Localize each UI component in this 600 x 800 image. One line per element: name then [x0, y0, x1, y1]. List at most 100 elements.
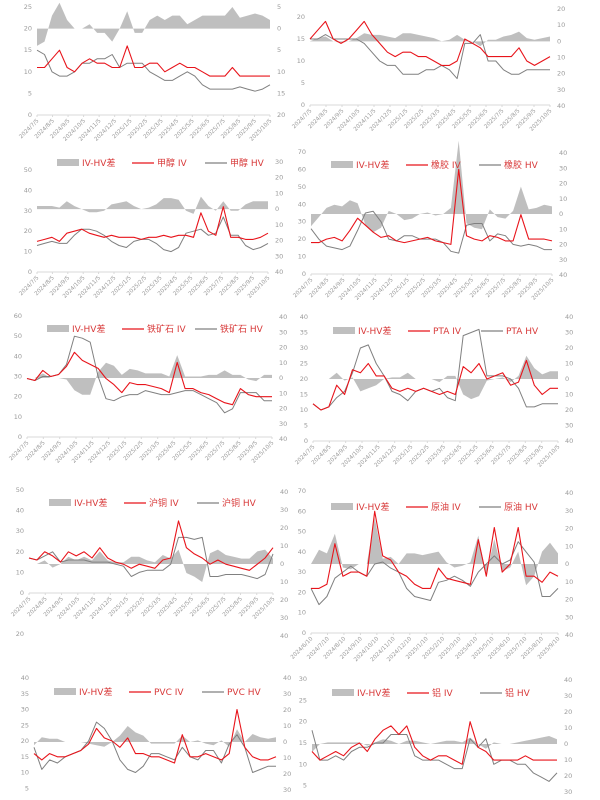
iv-line: [311, 721, 557, 765]
left-axis-tick-label: 50: [16, 486, 24, 494]
legend: IV-HV差 铁矿石 IV 铁矿石 HV: [47, 323, 264, 335]
legend-label-hv: 铝 HV: [505, 687, 531, 699]
left-axis-tick-label: 5: [28, 89, 32, 97]
legend-label-hv: 甲醇 HV: [230, 157, 265, 169]
chart-3: 2024/7/52024/8/52024/9/52024/10/52024/11…: [18, 157, 283, 300]
right-axis-tick-label: 10: [557, 54, 565, 62]
right-axis-tick-label: 20: [559, 241, 567, 249]
right-axis-tick-label: 10: [280, 542, 288, 550]
legend-swatch-diff: [331, 503, 353, 510]
legend-label-diff: IV-HV差: [356, 159, 389, 171]
right-axis-tick-label: 30: [564, 692, 572, 700]
right-axis-tick-label: 10: [283, 754, 291, 762]
legend-label-hv: PTA HV: [506, 327, 539, 337]
legend: IV-HV差 甲醇 IV 甲醇 HV: [57, 157, 265, 169]
chart-8: 2024/6/102024/7/102024/8/102024/9/102024…: [290, 487, 573, 663]
right-axis-tick-label: 40: [557, 102, 565, 110]
right-axis-tick-label: 0: [559, 210, 563, 218]
iv-hv-diff-area: [312, 736, 557, 752]
iv-hv-diff-area: [37, 196, 268, 214]
left-axis-tick-label: 20: [299, 718, 307, 726]
right-axis-tick-label: 30: [280, 506, 288, 514]
legend-label-diff: IV-HV差: [356, 501, 389, 513]
left-axis-tick-label: 30: [300, 344, 308, 352]
left-axis-tick-label: 70: [298, 487, 306, 495]
right-axis-tick-label: 40: [559, 149, 567, 157]
right-axis-tick-label: 20: [275, 174, 283, 182]
left-axis-tick-label: 0: [18, 433, 22, 441]
left-axis-tick-label: 20: [298, 588, 306, 596]
right-axis-tick-label: 10: [565, 360, 573, 368]
right-axis-tick-label: 40: [279, 435, 287, 443]
legend: IV-HV差 原油 IV 原油 HV: [331, 501, 539, 513]
left-axis-tick-label: 30: [24, 207, 32, 215]
right-axis-tick-label: 20: [557, 70, 565, 78]
left-axis-tick-label: 0: [28, 111, 32, 119]
left-axis-tick-label: 40: [16, 507, 24, 515]
left-axis-tick-label: 0: [302, 629, 306, 637]
right-axis-tick-label: 0: [565, 560, 569, 568]
right-axis-tick-label: 20: [279, 405, 287, 413]
right-axis-tick-label: 20: [564, 772, 572, 780]
left-axis-tick-label: 50: [298, 528, 306, 536]
left-axis-tick-label: 60: [298, 165, 306, 173]
right-axis-tick-label: 20: [565, 525, 573, 533]
iv-line: [36, 206, 269, 242]
legend: IV-HV差 PTA IV PTA HV: [333, 325, 539, 337]
iv-hv-diff-area: [37, 2, 270, 46]
left-axis-tick-label: 20: [298, 235, 306, 243]
left-axis-tick-label: 70: [298, 148, 306, 156]
left-axis-tick-label: 10: [16, 568, 24, 576]
right-axis-tick-label: 20: [280, 596, 288, 604]
left-axis-tick-label: 15: [297, 35, 305, 43]
chart-7: 2024/7/52024/8/52024/9/52024/10/52024/11…: [10, 486, 288, 640]
left-axis-tick-label: 20: [300, 375, 308, 383]
legend-label-hv: PVC HV: [227, 688, 261, 698]
legend-swatch-diff: [332, 689, 354, 696]
right-axis-tick-label: 0: [557, 37, 561, 45]
left-axis-tick-label: 30: [21, 706, 29, 714]
right-axis-tick-label: 10: [557, 21, 565, 29]
right-axis-tick-label: 20: [559, 180, 567, 188]
iv-line: [311, 510, 559, 589]
right-axis-tick-label: 20: [283, 770, 291, 778]
right-axis-tick-label: 20: [280, 524, 288, 532]
right-axis-tick-label: 20: [283, 706, 291, 714]
hv-line: [311, 730, 558, 782]
right-axis-tick-label: 20: [565, 344, 573, 352]
right-axis-tick-label: 30: [565, 507, 573, 515]
left-axis-tick-label: 25: [24, 3, 32, 11]
right-axis-tick-label: 20: [275, 237, 283, 245]
left-axis-tick-label: 0: [301, 101, 305, 109]
right-axis-tick-label: 30: [275, 158, 283, 166]
iv-hv-diff-area: [311, 140, 552, 233]
iv-hv-diff-area: [34, 726, 276, 747]
hv-line: [310, 541, 559, 606]
left-axis-tick-label: 0: [304, 437, 308, 445]
left-axis-tick-label: 10: [14, 413, 22, 421]
iv-line: [311, 168, 553, 245]
legend-label-diff: IV-HV差: [357, 687, 390, 699]
right-axis-tick-label: 5: [277, 46, 281, 54]
chart-9: 5 10 15 20 25 30 35 40 40 30 20 10 0 10 20 30 IV-HV差 PVC …: [21, 674, 292, 794]
left-axis-tick-label: 25: [21, 721, 29, 729]
left-axis-tick-label: 10: [299, 760, 307, 768]
chart-6: 2024/7/52024/8/52024/9/52024/10/52024/11…: [294, 313, 573, 469]
legend-label-diff: IV-HV差: [74, 497, 107, 509]
legend-label-iv: 铁矿石 IV: [147, 323, 187, 335]
chart-4: 2024/7/52024/8/52024/9/52024/10/52024/11…: [292, 140, 567, 302]
left-axis-tick-label: 10: [24, 248, 32, 256]
legend: IV-HV差 橡胶 IV 橡胶 HV: [331, 159, 539, 171]
right-axis-tick-label: 30: [280, 614, 288, 622]
iv-hv-diff-area: [27, 355, 272, 395]
right-axis-tick-label: 10: [275, 189, 283, 197]
left-axis-tick-label: 40: [21, 674, 29, 682]
left-axis-tick-label: 15: [300, 391, 308, 399]
right-axis-tick-label: 0: [279, 374, 283, 382]
legend-label-iv: 甲醇 IV: [157, 157, 188, 169]
legend-label-diff: IV-HV差: [72, 323, 105, 335]
iv-hv-diff-area: [311, 517, 558, 586]
left-axis-tick-label: 40: [298, 200, 306, 208]
chart-5: 2024/7/52024/8/52024/9/52024/10/52024/11…: [8, 312, 287, 465]
